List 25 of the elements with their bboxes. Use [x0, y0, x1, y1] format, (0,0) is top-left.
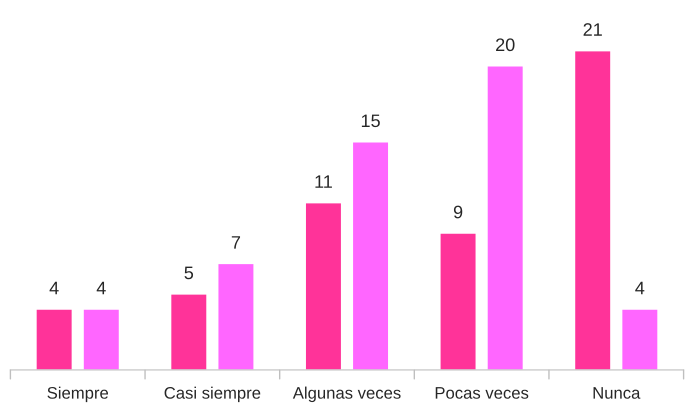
x-tick-label: Algunas veces	[292, 386, 401, 402]
bar	[35, 308, 74, 370]
bar	[170, 293, 208, 370]
x-tick-label: Siempre	[47, 386, 108, 402]
x-tick-label: Casi siempre	[164, 386, 260, 402]
x-tick-label: Nunca	[594, 387, 640, 399]
bar	[82, 308, 120, 370]
bar	[574, 50, 612, 370]
x-tick-label: Pocas veces	[436, 387, 528, 399]
bar	[439, 232, 477, 370]
data-label: 21	[584, 23, 602, 36]
bar	[352, 141, 390, 370]
bar	[486, 65, 524, 370]
bar	[304, 202, 342, 370]
data-label: 7	[232, 236, 240, 249]
data-label: 15	[362, 114, 380, 128]
bar	[217, 262, 255, 370]
data-label: 5	[184, 266, 194, 280]
data-label: 20	[496, 38, 515, 52]
data-label: 11	[315, 175, 332, 188]
data-label: 4	[96, 282, 106, 294]
data-label: 4	[635, 282, 644, 294]
bar	[620, 308, 659, 370]
data-label: 4	[50, 282, 59, 294]
data-label: 9	[454, 206, 462, 218]
